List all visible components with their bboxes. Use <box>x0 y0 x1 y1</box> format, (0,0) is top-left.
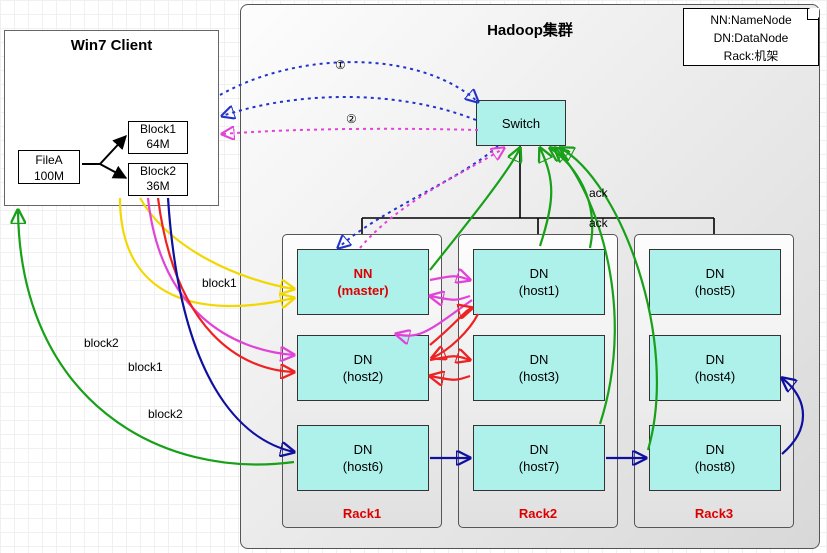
dn-host4: DN(host4) <box>649 335 781 401</box>
dn-host2: DN(host2) <box>297 335 429 401</box>
legend-l1: NN:NameNode <box>684 11 818 29</box>
dn-host7: DN(host7) <box>473 425 605 491</box>
block2-label-y: block2 <box>84 336 119 350</box>
block2-name: Block2 <box>140 164 176 178</box>
block2-box: Block2 36M <box>128 163 188 196</box>
circled-1: ① <box>335 58 346 72</box>
block1-label-r: block1 <box>128 360 163 374</box>
rack3-label: Rack3 <box>635 506 793 521</box>
nn-a: NN <box>298 265 428 282</box>
rack1-label: Rack1 <box>283 506 441 521</box>
block1-label-y: block1 <box>202 276 237 290</box>
dn-host3: DN(host3) <box>473 335 605 401</box>
legend-l2: DN:DataNode <box>684 29 818 47</box>
rack3: DN(host5) DN(host4) DN(host8) Rack3 <box>634 234 794 528</box>
ack-label-1: ack <box>589 186 608 200</box>
block2-size: 36M <box>146 179 169 193</box>
rack2: DN(host1) DN(host3) DN(host7) Rack2 <box>458 234 618 528</box>
legend-l3: Rack:机架 <box>684 47 818 65</box>
dn-host6: DN(host6) <box>297 425 429 491</box>
block1-name: Block1 <box>140 122 176 136</box>
switch-node: Switch <box>476 100 566 146</box>
dn-host5: DN(host5) <box>649 249 781 315</box>
file-a: FileA 100M <box>18 150 80 184</box>
rack1: NN (master) DN(host2) DN(host6) Rack1 <box>282 234 442 528</box>
win7-title: Win7 Client <box>5 37 218 54</box>
ack-label-2: ack <box>589 216 608 230</box>
block1-box: Block1 64M <box>128 121 188 154</box>
dn-host1: DN(host1) <box>473 249 605 315</box>
block2-label-b: block2 <box>148 407 183 421</box>
nn-b: (master) <box>298 282 428 299</box>
nn-master: NN (master) <box>297 249 429 315</box>
dn-host8: DN(host8) <box>649 425 781 491</box>
circled-2: ② <box>346 112 357 126</box>
rack2-label: Rack2 <box>459 506 617 521</box>
legend-note: NN:NameNode DN:DataNode Rack:机架 <box>683 8 819 66</box>
block1-size: 64M <box>146 137 169 151</box>
file-size: 100M <box>34 169 64 183</box>
file-name: FileA <box>35 153 62 167</box>
